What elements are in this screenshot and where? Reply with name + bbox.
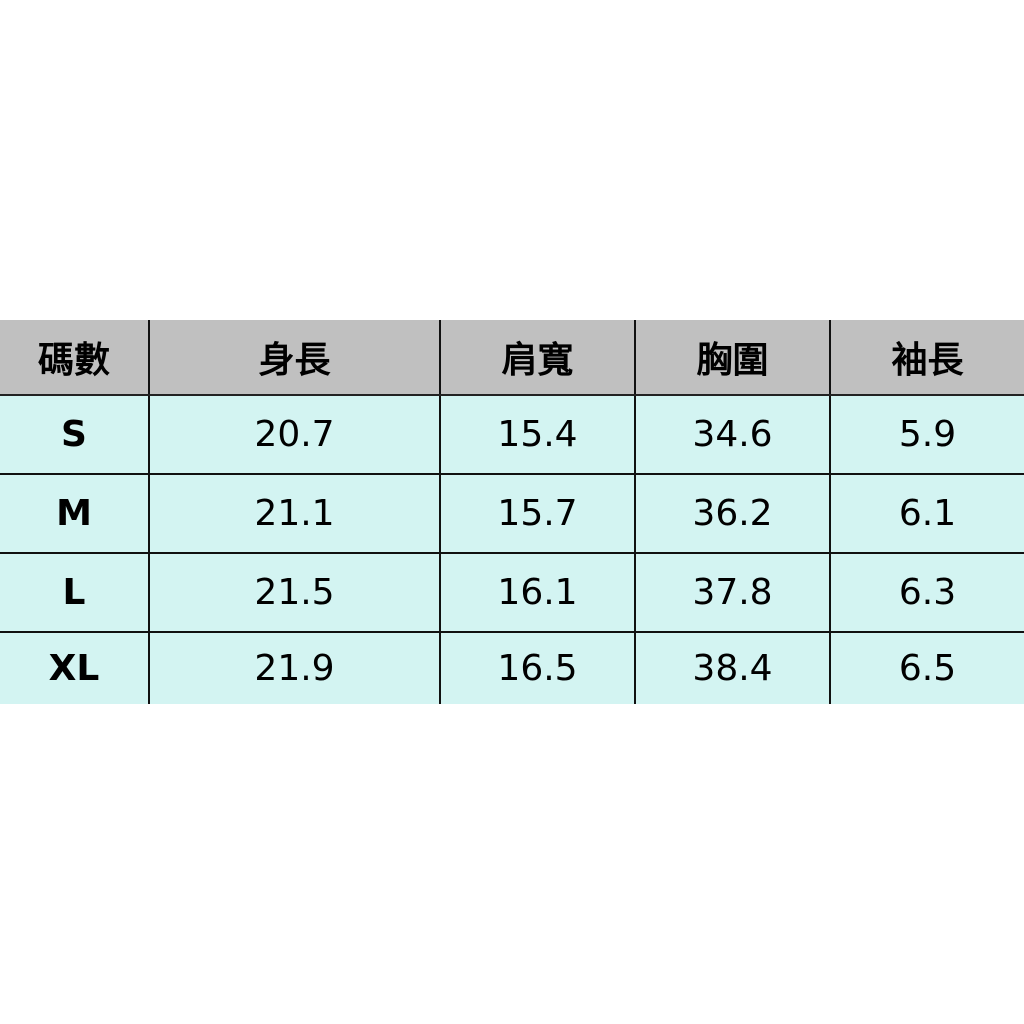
- cell-size: XL: [0, 631, 149, 704]
- table-row: M 21.1 15.7 36.2 6.1: [0, 473, 1024, 553]
- header-length: 身長: [148, 320, 440, 396]
- cell-shoulder: 15.7: [439, 473, 635, 553]
- cell-length: 21.9: [148, 631, 440, 704]
- header-sleeve: 袖長: [829, 320, 1024, 396]
- header-shoulder: 肩寬: [439, 320, 635, 396]
- cell-length: 21.5: [148, 552, 440, 632]
- cell-chest: 36.2: [634, 473, 830, 553]
- cell-chest: 38.4: [634, 631, 830, 704]
- header-chest: 胸圍: [634, 320, 830, 396]
- cell-size: L: [0, 552, 149, 632]
- cell-shoulder: 16.5: [439, 631, 635, 704]
- cell-length: 21.1: [148, 473, 440, 553]
- cell-chest: 34.6: [634, 394, 830, 474]
- cell-chest: 37.8: [634, 552, 830, 632]
- cell-size: S: [0, 394, 149, 474]
- cell-size: M: [0, 473, 149, 553]
- cell-shoulder: 15.4: [439, 394, 635, 474]
- table-row: S 20.7 15.4 34.6 5.9: [0, 394, 1024, 474]
- table-row: XL 21.9 16.5 38.4 6.5: [0, 631, 1024, 704]
- header-row: 碼數 身長 肩寬 胸圍 袖長: [0, 320, 1024, 396]
- header-size: 碼數: [0, 320, 149, 396]
- cell-shoulder: 16.1: [439, 552, 635, 632]
- size-chart-table: 碼數 身長 肩寬 胸圍 袖長 S 20.7 15.4 34.6 5.9 M 21.1 15.7…: [0, 320, 1024, 704]
- cell-sleeve: 6.3: [829, 552, 1024, 632]
- cell-length: 20.7: [148, 394, 440, 474]
- cell-sleeve: 5.9: [829, 394, 1024, 474]
- cell-sleeve: 6.1: [829, 473, 1024, 553]
- table-row: L 21.5 16.1 37.8 6.3: [0, 552, 1024, 632]
- cell-sleeve: 6.5: [829, 631, 1024, 704]
